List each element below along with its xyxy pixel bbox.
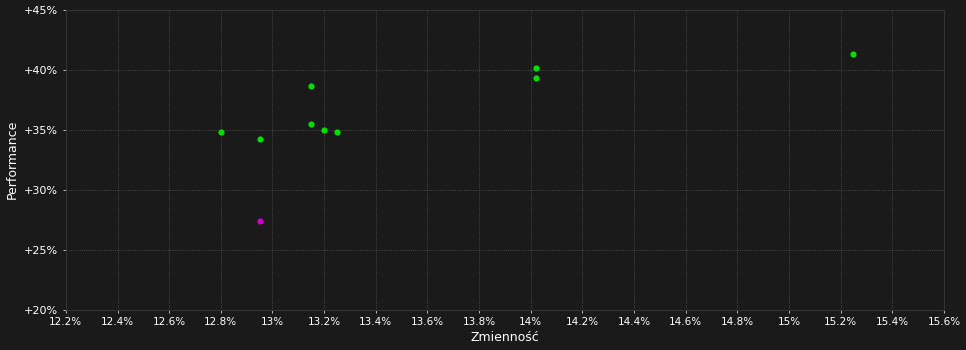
Point — [528, 65, 544, 71]
Point — [252, 218, 268, 224]
Y-axis label: Performance: Performance — [6, 120, 18, 199]
Point — [846, 51, 862, 57]
Point — [317, 127, 332, 132]
Point — [528, 75, 544, 81]
X-axis label: Zmienność: Zmienność — [470, 331, 539, 344]
Point — [213, 129, 229, 135]
Point — [252, 136, 268, 142]
Point — [329, 129, 345, 135]
Point — [303, 84, 319, 89]
Point — [303, 121, 319, 126]
